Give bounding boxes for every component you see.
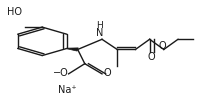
Text: O: O xyxy=(159,41,167,51)
Text: O: O xyxy=(103,68,111,78)
Text: −O: −O xyxy=(53,68,68,78)
Text: HO: HO xyxy=(7,7,22,17)
Text: H: H xyxy=(97,21,103,30)
Text: N: N xyxy=(96,28,104,38)
Text: O: O xyxy=(148,52,155,62)
Text: Na⁺: Na⁺ xyxy=(58,85,77,95)
Polygon shape xyxy=(67,48,78,51)
